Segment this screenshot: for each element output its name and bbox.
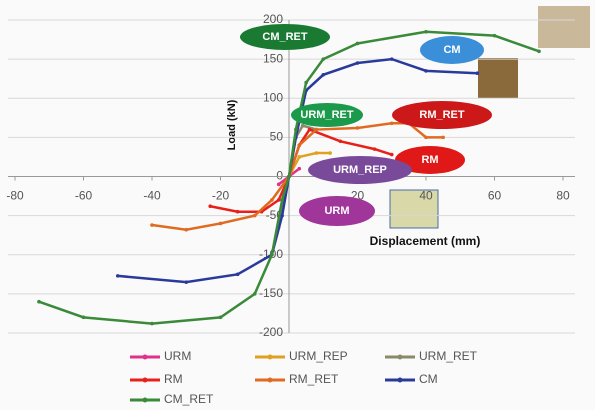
legend-label: RM bbox=[164, 372, 183, 386]
legend-label: CM_RET bbox=[164, 392, 214, 406]
data-point bbox=[424, 30, 428, 34]
legend-label: CM bbox=[419, 372, 438, 386]
data-point bbox=[356, 61, 360, 65]
x-tick-label: -80 bbox=[6, 189, 24, 203]
data-point bbox=[390, 121, 394, 125]
data-point bbox=[150, 322, 154, 326]
data-point bbox=[277, 183, 281, 187]
data-point bbox=[493, 34, 497, 38]
callout-label: RM_RET bbox=[419, 109, 465, 121]
x-tick-label: -60 bbox=[75, 189, 93, 203]
x-tick-label: -40 bbox=[143, 189, 161, 203]
legend-label: URM_REP bbox=[289, 349, 348, 363]
data-point bbox=[287, 175, 291, 179]
data-point bbox=[424, 69, 428, 73]
data-point bbox=[315, 151, 319, 155]
data-point bbox=[270, 253, 274, 257]
data-point bbox=[294, 128, 298, 132]
data-point bbox=[208, 204, 212, 208]
data-point bbox=[219, 316, 223, 320]
y-tick-label: 200 bbox=[263, 12, 283, 26]
legend-marker bbox=[398, 378, 403, 383]
data-point bbox=[116, 274, 120, 278]
data-point bbox=[537, 50, 541, 54]
data-point bbox=[424, 136, 428, 140]
data-point bbox=[373, 147, 377, 151]
data-point bbox=[328, 151, 332, 155]
data-point bbox=[280, 198, 284, 202]
data-point bbox=[236, 210, 240, 214]
x-tick-label: -20 bbox=[212, 189, 230, 203]
data-point bbox=[390, 153, 394, 157]
data-point bbox=[277, 198, 281, 202]
callout-label: CM bbox=[443, 44, 460, 56]
y-tick-label: -200 bbox=[259, 325, 283, 339]
y-axis-label: Load (kN) bbox=[226, 99, 238, 150]
y-tick-label: 50 bbox=[270, 130, 284, 144]
data-point bbox=[82, 316, 86, 320]
data-point bbox=[339, 139, 343, 143]
callout-label: RM bbox=[421, 154, 438, 166]
legend-marker bbox=[143, 378, 148, 383]
data-point bbox=[253, 214, 257, 218]
legend-label: URM_RET bbox=[419, 349, 478, 363]
data-point bbox=[297, 143, 301, 147]
data-point bbox=[441, 136, 445, 140]
data-point bbox=[308, 128, 312, 132]
data-point bbox=[184, 280, 188, 284]
legend-label: URM bbox=[164, 349, 191, 363]
callout-label: URM bbox=[324, 205, 349, 217]
x-tick-label: 60 bbox=[488, 189, 502, 203]
x-tick-label: 40 bbox=[419, 189, 433, 203]
data-point bbox=[356, 126, 360, 130]
data-point bbox=[150, 223, 154, 227]
x-axis-label: Displacement (mm) bbox=[370, 234, 481, 248]
callout-label: URM_REP bbox=[333, 164, 387, 176]
photo bbox=[538, 6, 590, 48]
data-point bbox=[476, 71, 480, 75]
data-point bbox=[297, 155, 301, 159]
data-point bbox=[253, 292, 257, 296]
legend-marker bbox=[143, 398, 148, 403]
legend-marker bbox=[143, 355, 148, 360]
data-point bbox=[37, 300, 41, 304]
data-point bbox=[297, 167, 301, 171]
data-point bbox=[304, 81, 308, 85]
legend-marker bbox=[268, 378, 273, 383]
data-point bbox=[390, 57, 394, 61]
callout-label: CM_RET bbox=[262, 31, 308, 43]
data-point bbox=[236, 273, 240, 277]
data-point bbox=[301, 124, 305, 128]
data-point bbox=[321, 57, 325, 61]
data-point bbox=[184, 228, 188, 232]
y-tick-label: -150 bbox=[259, 286, 283, 300]
y-tick-label: 150 bbox=[263, 51, 283, 65]
chart: Load (kN) Displacement (mm) 200150100500… bbox=[0, 0, 595, 410]
data-point bbox=[280, 214, 284, 218]
callout-label: URM_RET bbox=[300, 109, 353, 121]
y-tick-label: 100 bbox=[263, 90, 283, 104]
data-point bbox=[270, 198, 274, 202]
data-point bbox=[356, 42, 360, 46]
legend-marker bbox=[398, 355, 403, 360]
photo bbox=[478, 58, 518, 98]
legend-label: RM_RET bbox=[289, 372, 339, 386]
data-point bbox=[219, 222, 223, 226]
data-point bbox=[315, 128, 319, 132]
data-point bbox=[321, 73, 325, 77]
x-tick-label: 80 bbox=[556, 189, 570, 203]
legend-marker bbox=[268, 355, 273, 360]
